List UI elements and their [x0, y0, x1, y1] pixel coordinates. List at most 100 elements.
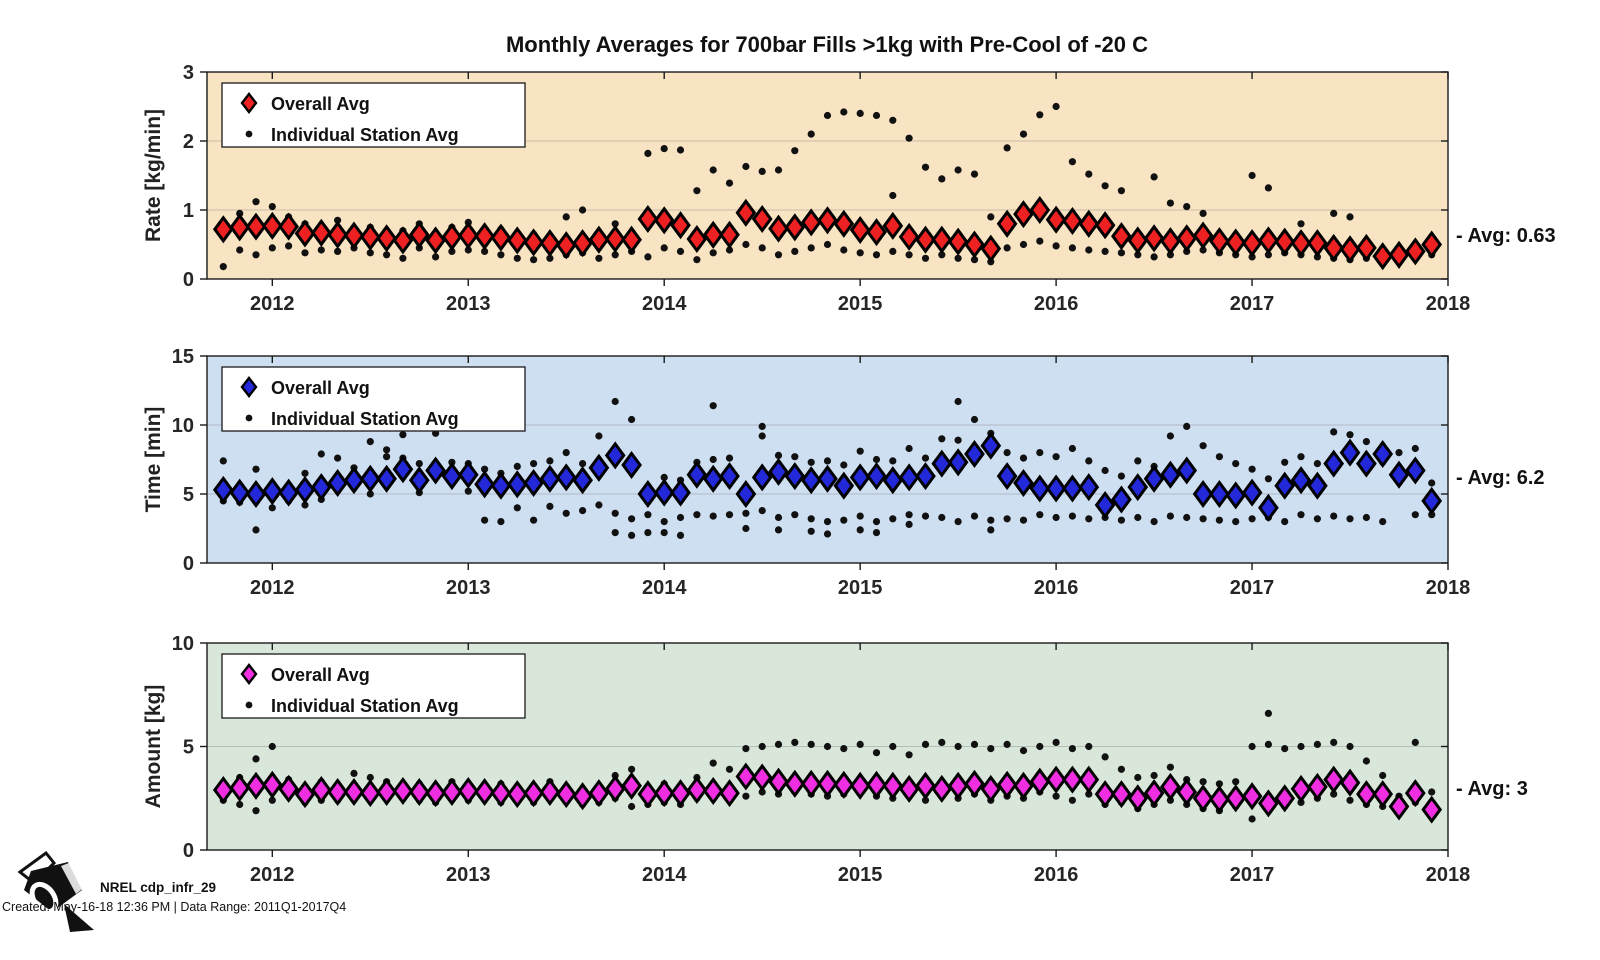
station-dot	[807, 740, 815, 749]
station-dot	[970, 740, 979, 749]
overall-diamond	[1258, 789, 1279, 818]
x-tick-label: 2012	[250, 864, 295, 886]
station-dot	[889, 116, 897, 124]
station-dot	[660, 473, 668, 481]
station-dot	[1264, 709, 1272, 718]
overall-diamond	[1029, 474, 1051, 503]
station-dot	[840, 745, 848, 753]
overall-diamond	[1421, 795, 1443, 824]
station-dot	[1248, 515, 1256, 523]
time-points	[212, 397, 1443, 540]
station-dot	[1232, 460, 1240, 468]
legend-station-label: Individual Station Avg	[271, 696, 459, 716]
overall-diamond	[1094, 780, 1116, 809]
overall-diamond	[457, 221, 479, 250]
station-dot	[628, 515, 636, 523]
station-dot	[464, 246, 472, 254]
overall-diamond	[490, 779, 512, 808]
station-dot	[1052, 792, 1060, 800]
station-dot	[1281, 745, 1289, 753]
overall-diamond	[245, 212, 267, 241]
station-dot	[562, 449, 570, 457]
station-dot	[611, 220, 619, 228]
overall-diamond	[996, 770, 1018, 799]
overall-diamond	[915, 462, 936, 491]
x-tick-label: 2014	[642, 864, 687, 886]
station-dot	[1068, 444, 1076, 453]
station-dot	[644, 511, 652, 519]
overall-diamond	[931, 449, 953, 478]
overall-diamond	[1111, 485, 1132, 514]
overall-diamond	[817, 464, 838, 493]
overall-diamond	[751, 763, 773, 792]
station-dot	[513, 462, 521, 470]
overall-diamond	[1258, 226, 1279, 255]
overall-diamond	[637, 780, 659, 809]
x-tick-label: 2015	[838, 293, 883, 315]
overall-diamond	[702, 220, 724, 249]
station-dot	[1281, 518, 1289, 526]
station-dot	[1346, 515, 1354, 523]
station-dot	[219, 263, 227, 271]
station-dot	[383, 251, 391, 259]
overall-diamond	[784, 462, 806, 491]
station-dot	[1346, 742, 1354, 751]
overall-diamond	[768, 767, 789, 796]
overall-diamond	[1372, 439, 1394, 469]
station-dot	[1003, 449, 1011, 457]
overall-diamond	[310, 218, 332, 247]
station-dot	[1330, 738, 1338, 747]
overall-diamond	[572, 229, 593, 258]
overall-diamond	[980, 774, 1002, 803]
station-dot	[1101, 182, 1109, 190]
station-dot	[1297, 453, 1305, 461]
time-y-axis-label: Time [min]	[142, 407, 165, 513]
station-dot	[709, 249, 717, 257]
station-dot	[856, 447, 864, 455]
time-avg-label: - Avg: 6.2	[1456, 467, 1545, 489]
station-dot	[1199, 246, 1207, 254]
overall-diamond	[294, 780, 316, 809]
station-dot	[611, 397, 619, 406]
overall-diamond	[392, 776, 414, 806]
station-dot	[1101, 466, 1109, 475]
overall-diamond	[996, 462, 1018, 491]
station-dot	[301, 501, 309, 509]
overall-diamond	[229, 773, 251, 802]
overall-diamond	[457, 776, 479, 806]
legend-station-label: Individual Station Avg	[271, 125, 459, 145]
station-dot	[921, 163, 930, 171]
station-dot	[1346, 213, 1354, 221]
station-dot	[938, 738, 946, 747]
overall-diamond	[376, 224, 397, 253]
overall-diamond	[1176, 777, 1198, 807]
overall-diamond	[784, 769, 806, 798]
overall-diamond	[1094, 211, 1116, 240]
overall-diamond	[866, 462, 887, 491]
y-tick-label: 1	[183, 200, 194, 222]
station-dot	[954, 436, 962, 444]
station-dot	[905, 251, 913, 259]
overall-diamond	[1241, 229, 1263, 258]
overall-diamond	[212, 775, 234, 805]
station-dot	[1166, 432, 1174, 440]
overall-diamond	[898, 463, 920, 492]
overall-diamond	[555, 463, 577, 492]
amount-y-axis-label: Amount [kg]	[142, 685, 165, 809]
station-dot	[1134, 513, 1142, 522]
station-dot	[366, 249, 374, 257]
station-dot	[1068, 745, 1076, 753]
overall-diamond	[1209, 227, 1230, 256]
station-dot	[1379, 771, 1387, 780]
station-dot	[823, 530, 832, 538]
time-axes: 2012 2013 2014 2015 2016 2017 2018 0 5 10 15	[172, 346, 1471, 599]
x-tick-label: 2012	[250, 577, 295, 599]
overall-diamond	[572, 466, 593, 495]
station-dot	[334, 454, 342, 462]
overall-diamond	[670, 779, 691, 808]
station-dot	[464, 487, 472, 495]
overall-diamond	[261, 770, 283, 799]
overall-diamond	[1045, 474, 1067, 503]
overall-diamond	[915, 771, 936, 800]
station-dot	[954, 397, 962, 406]
